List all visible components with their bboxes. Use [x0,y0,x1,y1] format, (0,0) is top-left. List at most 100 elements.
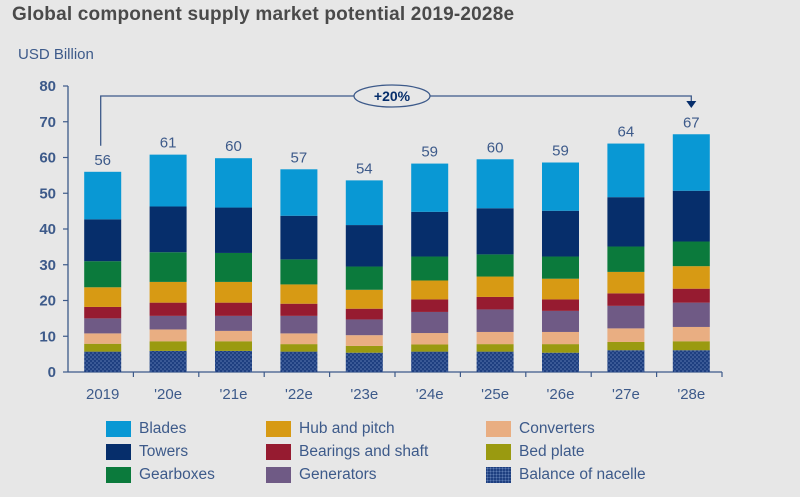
legend-item: Bearings and shaft [266,441,428,463]
bar-segment-converters [476,331,514,345]
bar-segment-hub-and-pitch [672,266,710,289]
bar-segment-balance-of-nacelle [672,350,710,372]
bar-segment-converters [345,335,383,346]
total-label: 59 [552,143,569,160]
bar-segment-bed-plate [149,341,187,351]
bar-segment-towers [280,215,318,260]
legend-swatch [266,467,291,483]
y-axis-label: USD Billion [18,46,94,63]
legend-item: Converters [486,418,595,440]
bar-segment-blades [345,180,383,226]
y-tick-label: 70 [39,114,56,131]
bar-segment-hub-and-pitch [280,284,318,304]
bar-segment-gearboxes [280,259,318,285]
legend-label: Bearings and shaft [299,443,429,460]
bar-segment-towers [215,207,252,253]
legend-swatch [486,421,511,437]
bar-segment-gearboxes [672,241,710,267]
bar-segment-converters [280,333,318,345]
y-tick-label: 50 [39,185,56,202]
bar-segment-gearboxes [215,252,252,282]
bar-segment-towers [345,225,383,267]
bar-segment-bearings-and-shaft [542,299,579,311]
bar-segment-balance-of-nacelle [84,351,122,372]
bar-segment-converters [215,330,252,342]
total-label: 67 [683,114,700,131]
x-tick-label: '27e [612,386,640,403]
bar-segment-converters [411,333,449,345]
bar-segment-blades [411,163,449,212]
legend-label: Blades [139,420,187,437]
x-tick-label: '25e [481,386,509,403]
chart-plot: 0 10 20 30 40 50 60 70 80 56 2019 61 '20e 60 '21e 57 '2… [39,78,723,403]
total-label: 54 [356,160,373,177]
bar-segment-balance-of-nacelle [149,350,187,372]
x-tick-label: 2019 [86,386,119,403]
legend-label: Bed plate [519,443,585,460]
bar-segment-generators [607,305,645,329]
bar-segment-hub-and-pitch [149,281,187,303]
bars [84,134,710,372]
bar-segment-bed-plate [345,345,383,353]
bar-segment-hub-and-pitch [542,278,579,300]
bar-segment-blades [672,134,710,191]
legend-item: Blades [106,418,186,440]
legend-item: Gearboxes [106,464,215,486]
bar-segment-bed-plate [280,344,318,352]
bar-segment-balance-of-nacelle [215,350,252,372]
y-tick-label: 20 [39,293,56,310]
bar-segment-balance-of-nacelle [411,351,449,372]
legend-swatch [106,421,131,437]
bar-segment-towers [411,211,449,257]
legend-swatch [266,444,291,460]
total-label: 57 [291,149,308,166]
bar-segment-blades [215,158,252,208]
labels: 56 2019 61 '20e 60 '21e 57 '22e 54 '23e 59 '24e 60 '2… [86,114,705,403]
bar-segment-bearings-and-shaft [280,303,318,316]
bar-segment-converters [672,326,710,342]
legend-swatch [106,444,131,460]
legend-label: Hub and pitch [299,420,395,437]
bar-segment-generators [672,302,710,327]
legend-item: Bed plate [486,441,585,463]
bar-segment-gearboxes [476,254,514,277]
bar-segment-gearboxes [542,256,579,279]
bar-segment-blades [84,171,122,220]
bar-segment-generators [345,319,383,336]
bar-segment-bed-plate [84,343,122,352]
y-tick-label: 80 [39,78,56,95]
bar-segment-converters [84,333,122,344]
x-tick-label: '22e [285,386,313,403]
bar-segment-balance-of-nacelle [542,352,579,372]
bar-segment-hub-and-pitch [411,280,449,300]
bar-segment-generators [215,315,252,331]
bar-segment-blades [542,162,579,211]
bar-segment-balance-of-nacelle [345,352,383,372]
legend-label: Generators [299,466,377,483]
bar-segment-balance-of-nacelle [476,351,514,372]
bar-segment-generators [280,315,318,334]
bar-segment-bearings-and-shaft [215,302,252,316]
bar-segment-blades [476,159,514,209]
x-tick-label: '21e [220,386,248,403]
y-tick-label: 40 [39,221,56,238]
legend-item: Balance of nacelle [486,464,646,486]
annotation-ellipse [353,84,431,108]
total-label: 60 [225,138,242,155]
chart-title: Global component supply market potential… [12,4,515,25]
bar-segment-gearboxes [149,252,187,282]
y-tick-label: 60 [39,150,56,167]
bar-segment-bearings-and-shaft [476,296,514,310]
x-tick-label: '20e [154,386,182,403]
legend-swatch [486,467,511,483]
bar-segment-blades [149,154,187,207]
legend-label: Balance of nacelle [519,466,646,483]
bar-segment-converters [607,328,645,342]
bar-segment-bed-plate [411,344,449,352]
growth-annotation: +20% [100,84,697,146]
bar-segment-converters [542,331,579,345]
y-tick-label: 10 [39,328,56,345]
bar-segment-bed-plate [476,344,514,352]
bar-segment-hub-and-pitch [476,276,514,297]
arrow-down-icon [686,101,697,108]
